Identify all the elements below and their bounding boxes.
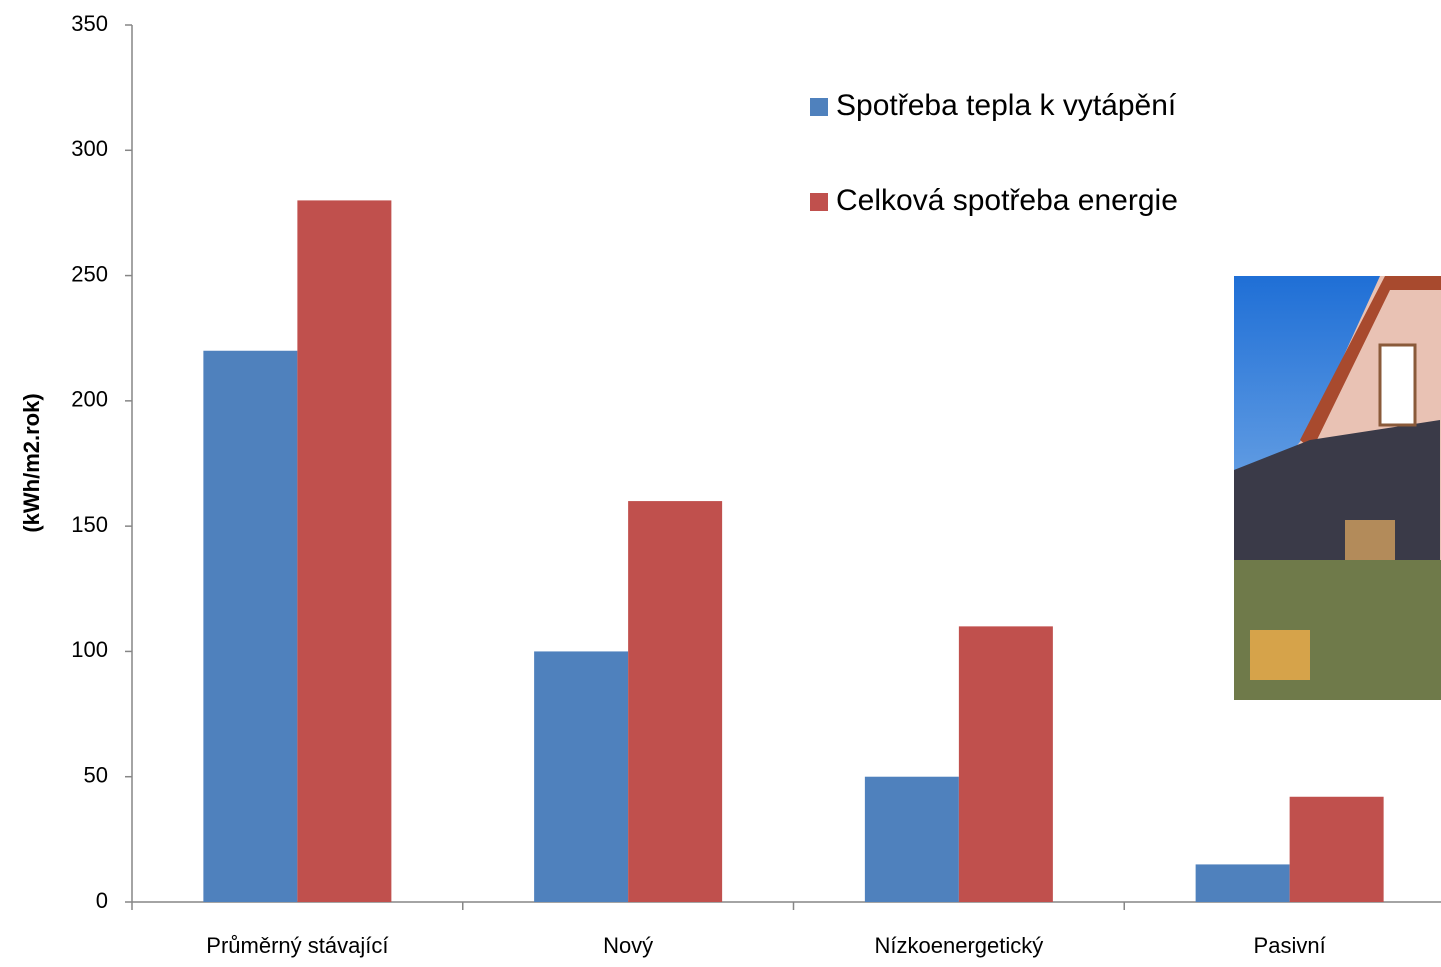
x-tick-label: Průměrný stávající — [206, 933, 388, 958]
y-axis-label: (kWh/m2.rok) — [19, 393, 44, 532]
y-tick-label: 50 — [84, 763, 108, 788]
x-tick-label: Nízkoenergetický — [875, 933, 1044, 958]
legend-swatch — [810, 98, 828, 116]
bar — [1195, 864, 1290, 902]
y-tick-label: 300 — [71, 136, 108, 161]
y-tick-label: 250 — [71, 261, 108, 286]
y-tick-label: 0 — [96, 888, 108, 913]
bar — [297, 200, 392, 902]
bar — [628, 501, 723, 902]
bar — [864, 776, 959, 902]
legend-label: Celková spotřeba energie — [836, 184, 1178, 217]
x-tick-label: Nový — [603, 933, 653, 958]
y-tick-label: 200 — [71, 387, 108, 412]
y-tick-label: 150 — [71, 512, 108, 537]
legend-label: Spotřeba tepla k vytápění — [836, 89, 1177, 122]
photo — [1234, 276, 1441, 700]
legend-swatch — [810, 193, 828, 211]
bar — [203, 350, 298, 902]
bar — [1289, 796, 1384, 902]
bar — [534, 651, 629, 902]
bar — [958, 626, 1053, 902]
x-tick-label: Pasivní — [1254, 933, 1326, 958]
y-tick-label: 100 — [71, 637, 108, 662]
y-tick-label: 350 — [71, 11, 108, 36]
